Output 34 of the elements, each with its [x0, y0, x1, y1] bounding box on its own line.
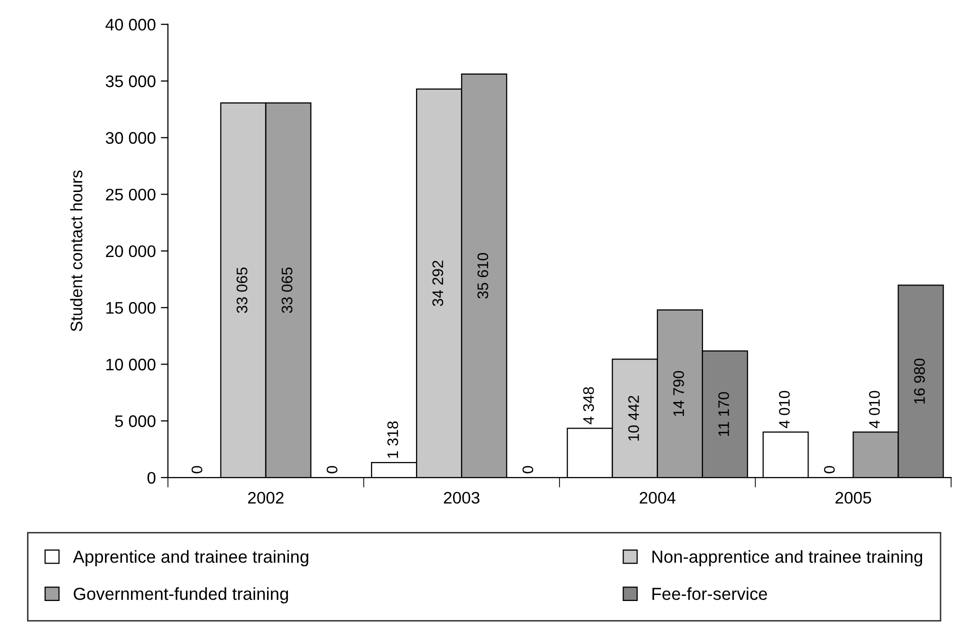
data-label: 4 010 [869, 390, 880, 428]
x-tick-label: 2004 [640, 492, 676, 504]
data-label: 33 065 [282, 268, 292, 314]
legend-label: Apprentice and trainee training [72, 550, 308, 566]
data-label: 33 065 [236, 268, 248, 314]
legend-label: Non-apprentice and trainee training [652, 550, 922, 566]
y-tick-label: 20 000 [106, 245, 156, 258]
y-tick-label: 40 000 [106, 18, 156, 31]
x-tick-label: 2003 [444, 492, 480, 504]
data-label: 1 318 [387, 421, 398, 458]
data-label: 0 [824, 466, 835, 474]
data-label: 16 980 [914, 358, 925, 404]
y-tick-label: 15 000 [106, 302, 156, 314]
legend-label: Fee-for-service [652, 587, 768, 600]
y-tick-label: 25 000 [106, 188, 156, 201]
y-tick-label: 35 000 [106, 75, 156, 88]
y-axis-title: Student contact hours [70, 170, 82, 332]
data-label: 0 [326, 466, 338, 474]
y-tick-label: 5 000 [115, 415, 156, 428]
data-label: 4 010 [778, 390, 790, 428]
y-tick-label: 0 [147, 472, 156, 484]
x-tick-label: 2002 [248, 492, 284, 504]
data-label: 35 610 [477, 253, 488, 299]
x-tick-label: 2005 [836, 492, 872, 504]
data-label: 34 292 [432, 260, 444, 306]
data-label: 14 790 [673, 370, 684, 416]
data-label: 10 442 [628, 396, 640, 441]
data-label: 11 170 [718, 392, 730, 436]
legend-label: Government-funded training [74, 587, 288, 604]
y-tick-label: 10 000 [106, 358, 156, 370]
data-label: 0 [192, 466, 202, 474]
y-tick-label: 30 000 [106, 132, 156, 144]
data-label: 4 348 [583, 387, 594, 424]
data-label: 0 [522, 466, 534, 474]
